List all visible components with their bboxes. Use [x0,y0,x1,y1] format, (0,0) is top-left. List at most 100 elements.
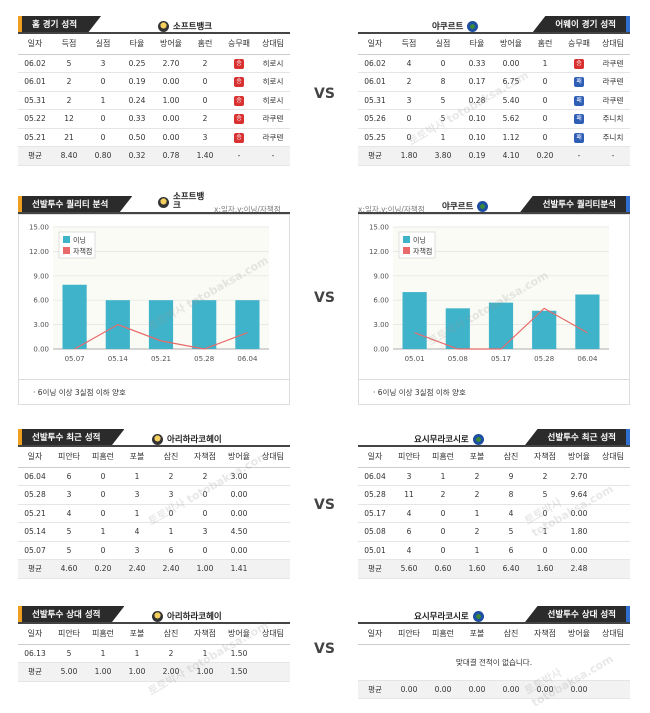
quality-left-chart: 0.00 3.00 6.00 9.00 12.00 15.00 05.07 05.14 05.2… [29,224,269,363]
quality-right-panel: x:일자,y:이닝/자책점 야쿠르트 선발투수 퀄리티분석 0.00 3.00 6.… [358,192,630,405]
table-cell: 2 [188,54,222,73]
quality-left-chart-box: 0.00 3.00 6.00 9.00 12.00 15.00 05.07 05.14 05.2… [18,214,290,405]
quality-left-header: 선발투수 퀄리티 분석 소프트뱅 크 x:일자,y:이닝/자책점 [18,192,290,214]
home-record-panel: 홈 경기 성적 소프트뱅크 일자 득점 실점 타율 방어율 홈런 승무패 상대팀 06.02 5 3… [18,12,290,166]
no-record-message: 맞대결 전적이 없습니다. [358,644,630,681]
column-header: 삼진 [494,624,528,645]
table-cell: 0 [86,541,120,560]
column-header: 피안타 [392,624,426,645]
opp-right-team-name: 요시무라코시로 [414,612,469,622]
table-cell: 6 [154,541,188,560]
yakult-logo-icon [477,200,489,212]
average-cell: 0.00 [426,680,460,699]
column-header: 타율 [460,34,494,55]
table-cell: 6 [494,541,528,560]
recent-left-table: 일자 피안타 피홈런 포볼 삼진 자책점 방어율 상대팀 06.04 6 0 1 2 2 3.00 05.28… [18,447,290,579]
table-cell: 0 [86,72,120,92]
recent-right-team-name: 요시무라코시로 [414,435,469,445]
y-tick-label: 3.00 [373,321,389,329]
recent-left-title: 선발투수 최근 성적 [18,429,124,447]
table-row: 05.22 12 0 0.33 0.00 2 승 라쿠텐 [18,109,290,129]
table-cell: 0.25 [120,54,154,73]
vs-label: VS [314,86,335,102]
average-cell [256,662,290,682]
table-cell: 히로시 [256,54,290,73]
table-cell: 0.00 [562,541,596,560]
team-name-line1: 소프트뱅 [173,192,205,202]
average-cell: - [596,146,630,166]
table-cell: 0.10 [460,109,494,129]
column-header: 피홈런 [86,447,120,468]
opp-left-table: 일자 피안타 피홈런 포볼 삼진 자책점 방어율 상대팀 06.13 5 1 1 2 1 1.50 평균 5.0… [18,624,290,682]
header-rule [18,32,290,34]
table-cell: 05.08 [358,522,392,542]
softbank-logo-icon [152,610,163,622]
average-cell [256,559,290,579]
table-cell: 0 [188,72,222,92]
average-cell: 평균 [358,559,392,579]
average-cell [596,680,630,699]
result-cell: 승 [562,54,596,73]
table-cell [596,485,630,505]
table-cell: 0 [426,541,460,560]
table-cell: 05.22 [18,109,52,129]
table-row: 06.01 2 8 0.17 6.75 0 패 라쿠텐 [358,72,630,92]
header-rule [18,622,290,624]
table-cell: 0.00 [222,485,256,505]
table-row: 06.01 2 0 0.19 0.00 0 승 히로시 [18,72,290,92]
table-cell: 0 [426,522,460,542]
table-cell: 0.00 [154,109,188,129]
table-cell: 1.50 [222,644,256,663]
table-cell: 0.19 [120,72,154,92]
earned-runs-line [74,323,248,350]
table-cell: 0.00 [562,504,596,523]
column-header: 일자 [18,34,52,55]
average-cell: 평균 [358,146,392,166]
table-cell: 2 [188,467,222,486]
quality-right-chart-box: 0.00 3.00 6.00 9.00 12.00 15.00 05.01 05.08 05.1… [358,214,630,405]
table-cell: 3 [392,91,426,110]
table-cell: 1 [460,541,494,560]
opp-left-title: 선발투수 상대 성적 [18,606,124,624]
y-tick-label: 12.00 [369,248,389,256]
table-cell: 05.14 [18,522,52,542]
legend-swatch-earned-runs [63,247,70,254]
column-header: 피안타 [52,624,86,645]
column-header: 일자 [358,34,392,55]
average-cell: 8.40 [52,146,86,166]
table-cell: 2.70 [562,467,596,486]
quality-left-panel: 선발투수 퀄리티 분석 소프트뱅 크 x:일자,y:이닝/자책점 0.00 3.00… [18,192,290,405]
table-cell: 1 [120,467,154,486]
table-cell: 0 [528,541,562,560]
average-cell: 0.00 [528,680,562,699]
innings-bar [235,300,260,349]
recent-left-team: 아리하라코헤이 [152,433,222,445]
average-cell: 2.48 [562,559,596,579]
result-cell: 승 [222,72,256,92]
table-cell: 05.28 [18,485,52,505]
legend-swatch-innings [403,236,410,243]
table-cell: 0 [188,485,222,505]
average-cell: 1.00 [120,662,154,682]
quality-left-axis-note: x:일자,y:이닝/자책점 [214,205,281,214]
average-cell: 0.00 [494,680,528,699]
table-cell: 3 [392,467,426,486]
result-badge: 패 [574,114,584,125]
innings-bar [575,294,600,349]
table-cell: 라쿠텐 [256,128,290,147]
table-row: 06.13 5 1 1 2 1 1.50 [18,644,290,663]
average-cell: 평균 [18,662,52,682]
average-cell: 1.00 [188,662,222,682]
average-cell: 1.00 [188,559,222,579]
table-cell [256,644,290,663]
table-cell: 0 [528,109,562,129]
column-header: 득점 [52,34,86,55]
legend-label-earned-runs: 자책점 [73,247,92,256]
table-cell: 06.04 [358,467,392,486]
no-record-row: 맞대결 전적이 없습니다. [358,644,630,681]
column-header: 홈런 [188,34,222,55]
table-cell [256,522,290,542]
opp-right-team: 요시무라코시로 [414,610,484,622]
column-header: 방어율 [222,447,256,468]
